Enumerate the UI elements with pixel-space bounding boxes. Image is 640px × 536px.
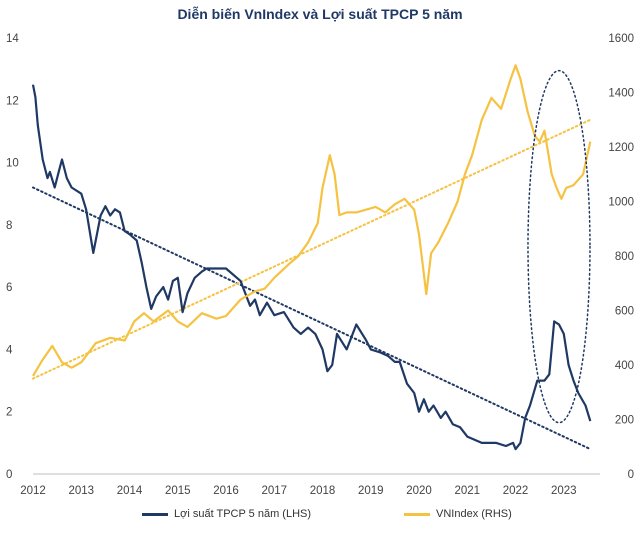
y-right-tick-label: 800 <box>615 251 634 263</box>
x-tick-label: 2021 <box>455 485 481 497</box>
y-right-tick-label: 0 <box>628 469 634 481</box>
x-tick-label: 2023 <box>551 485 577 497</box>
y-left-tick-label: 6 <box>6 282 12 294</box>
y-axis-right: 0 200 400 600 800 1000 1200 1400 1600 <box>608 33 634 481</box>
vnindex-trendline <box>32 118 592 380</box>
y-axis-left: 0 2 4 6 8 10 12 14 <box>6 33 19 481</box>
y-right-tick-label: 1600 <box>608 33 634 45</box>
x-tick-label: 2016 <box>213 485 239 497</box>
y-right-tick-label: 1200 <box>608 142 634 154</box>
y-right-tick-label: 400 <box>615 360 634 372</box>
yield-trendline <box>32 186 592 451</box>
x-tick-label: 2020 <box>406 485 432 497</box>
x-tick-label: 2019 <box>358 485 384 497</box>
y-right-tick-label: 1000 <box>608 197 634 209</box>
x-tick-label: 2012 <box>20 485 46 497</box>
y-left-tick-label: 8 <box>6 220 12 232</box>
legend-vnindex: VNIndex (RHS) <box>404 508 512 520</box>
x-tick-label: 2013 <box>68 485 94 497</box>
x-tick-label: 2015 <box>165 485 191 497</box>
legend-vnindex-swatch <box>404 512 430 516</box>
y-right-tick-label: 600 <box>615 306 634 318</box>
x-axis-ticks: 2012 2013 2014 2015 2016 2017 2018 2019 2020 2021… <box>20 485 576 497</box>
x-tick-label: 2017 <box>261 485 287 497</box>
y-left-tick-label: 0 <box>6 469 12 481</box>
highlight-ellipse <box>527 69 591 424</box>
y-left-tick-label: 2 <box>6 407 12 419</box>
x-tick-label: 2018 <box>310 485 336 497</box>
legend-yield-swatch <box>142 512 168 516</box>
y-left-tick-label: 4 <box>6 344 13 356</box>
vnindex-series-line <box>32 64 592 377</box>
x-tick-label: 2022 <box>503 485 529 497</box>
legend-vnindex-label: VNIndex (RHS) <box>436 508 512 520</box>
x-tick-label: 2014 <box>117 485 143 497</box>
y-left-tick-label: 10 <box>6 158 19 170</box>
y-right-tick-label: 1400 <box>608 88 634 100</box>
y-left-tick-label: 12 <box>6 95 19 107</box>
trend-lines <box>32 118 592 451</box>
y-left-tick-label: 14 <box>6 33 19 45</box>
legend-yield: Lợi suất TPCP 5 năm (LHS) <box>142 508 311 520</box>
series-lines <box>31 64 592 451</box>
legend-yield-label: Lợi suất TPCP 5 năm (LHS) <box>174 508 312 520</box>
yield-series-line <box>31 84 592 451</box>
chart-title: Diễn biến VnIndex và Lợi suất TPCP 5 năm <box>177 6 463 22</box>
annotations <box>527 69 591 424</box>
y-right-tick-label: 200 <box>615 415 634 427</box>
